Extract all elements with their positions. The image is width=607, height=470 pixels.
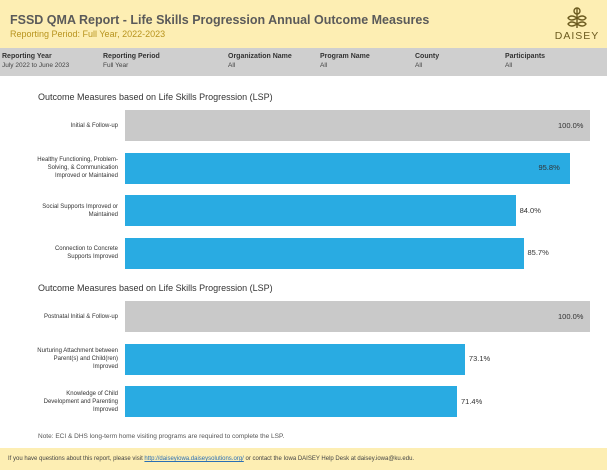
filter-label: Reporting Period (103, 53, 160, 60)
chart-title: Outcome Measures based on Life Skills Pr… (38, 283, 273, 293)
footer: If you have questions about this report,… (0, 448, 607, 470)
value-label: 100.0% (558, 311, 584, 321)
value-label: 95.8% (538, 163, 560, 172)
category-label: Nurturing Attachment between Parent(s) a… (37, 348, 118, 370)
category-label: Healthy Functioning, Problem-Solving, & … (37, 157, 118, 179)
value-label: 84.0% (519, 205, 541, 215)
filter-label: Organization Name (228, 53, 292, 60)
filter: Reporting Year July 2022 to June 2023 (2, 53, 69, 69)
footer-text: or contact the Iowa DAISEY Help Desk at … (243, 456, 415, 462)
report-subtitle: Reporting Period: Full Year, 2022-2023 (10, 29, 166, 39)
filter: Organization Name All (228, 53, 292, 69)
category-label: Initial & Follow-up (70, 122, 118, 129)
value-label: 73.1% (468, 354, 491, 363)
filter: Reporting Period Full Year (103, 53, 160, 69)
filter-value: All (505, 62, 513, 69)
filter: Participants All (505, 53, 545, 69)
filter-value: July 2022 to June 2023 (2, 62, 70, 69)
value-label: 85.7% (527, 248, 549, 257)
logo-icon (567, 7, 587, 28)
category-label: Social Supports Improved or Maintained (42, 203, 118, 218)
category-label: Knowledge of Child Development and Paren… (43, 390, 118, 413)
filter: Program Name All (320, 53, 370, 69)
filter-bar: Reporting Year July 2022 to June 2023 Repo… (0, 48, 607, 76)
bar (125, 195, 516, 226)
category-label: Connection to Concrete Supports Improved (54, 246, 118, 260)
filter-label: County (415, 53, 440, 60)
category-label: Postnatal Initial & Follow-up (43, 313, 118, 320)
note: Note: ECI & DHS long-term home visiting … (38, 433, 285, 440)
filter: County All (415, 53, 439, 69)
bar (125, 152, 571, 184)
logo: DAISEY (554, 4, 600, 44)
filter-label: Program Name (320, 53, 370, 60)
chart-title: Outcome Measures based on Life Skills Pr… (38, 92, 273, 102)
footer-link[interactable]: http://daiseyiowa.daiseysolutions.org/ (144, 456, 244, 462)
header: FSSD QMA Report - Life Skills Progressio… (0, 0, 607, 48)
logo-text: DAISEY (554, 30, 600, 42)
value-label: 100.0% (558, 120, 584, 130)
filter-value: All (320, 62, 328, 69)
bar (125, 237, 524, 269)
bar (125, 301, 590, 332)
filter-value: Full Year (103, 62, 129, 69)
filter-label: Participants (505, 53, 546, 60)
report-title: FSSD QMA Report - Life Skills Progressio… (10, 13, 430, 27)
filter-value: All (415, 62, 423, 69)
footer-text: If you have questions about this report,… (8, 456, 145, 462)
filter-label: Reporting Year (2, 53, 52, 60)
bar (125, 343, 465, 375)
bar (125, 386, 457, 417)
filter-value: All (228, 62, 236, 69)
value-label: 71.4% (461, 396, 483, 406)
bar (125, 110, 590, 141)
